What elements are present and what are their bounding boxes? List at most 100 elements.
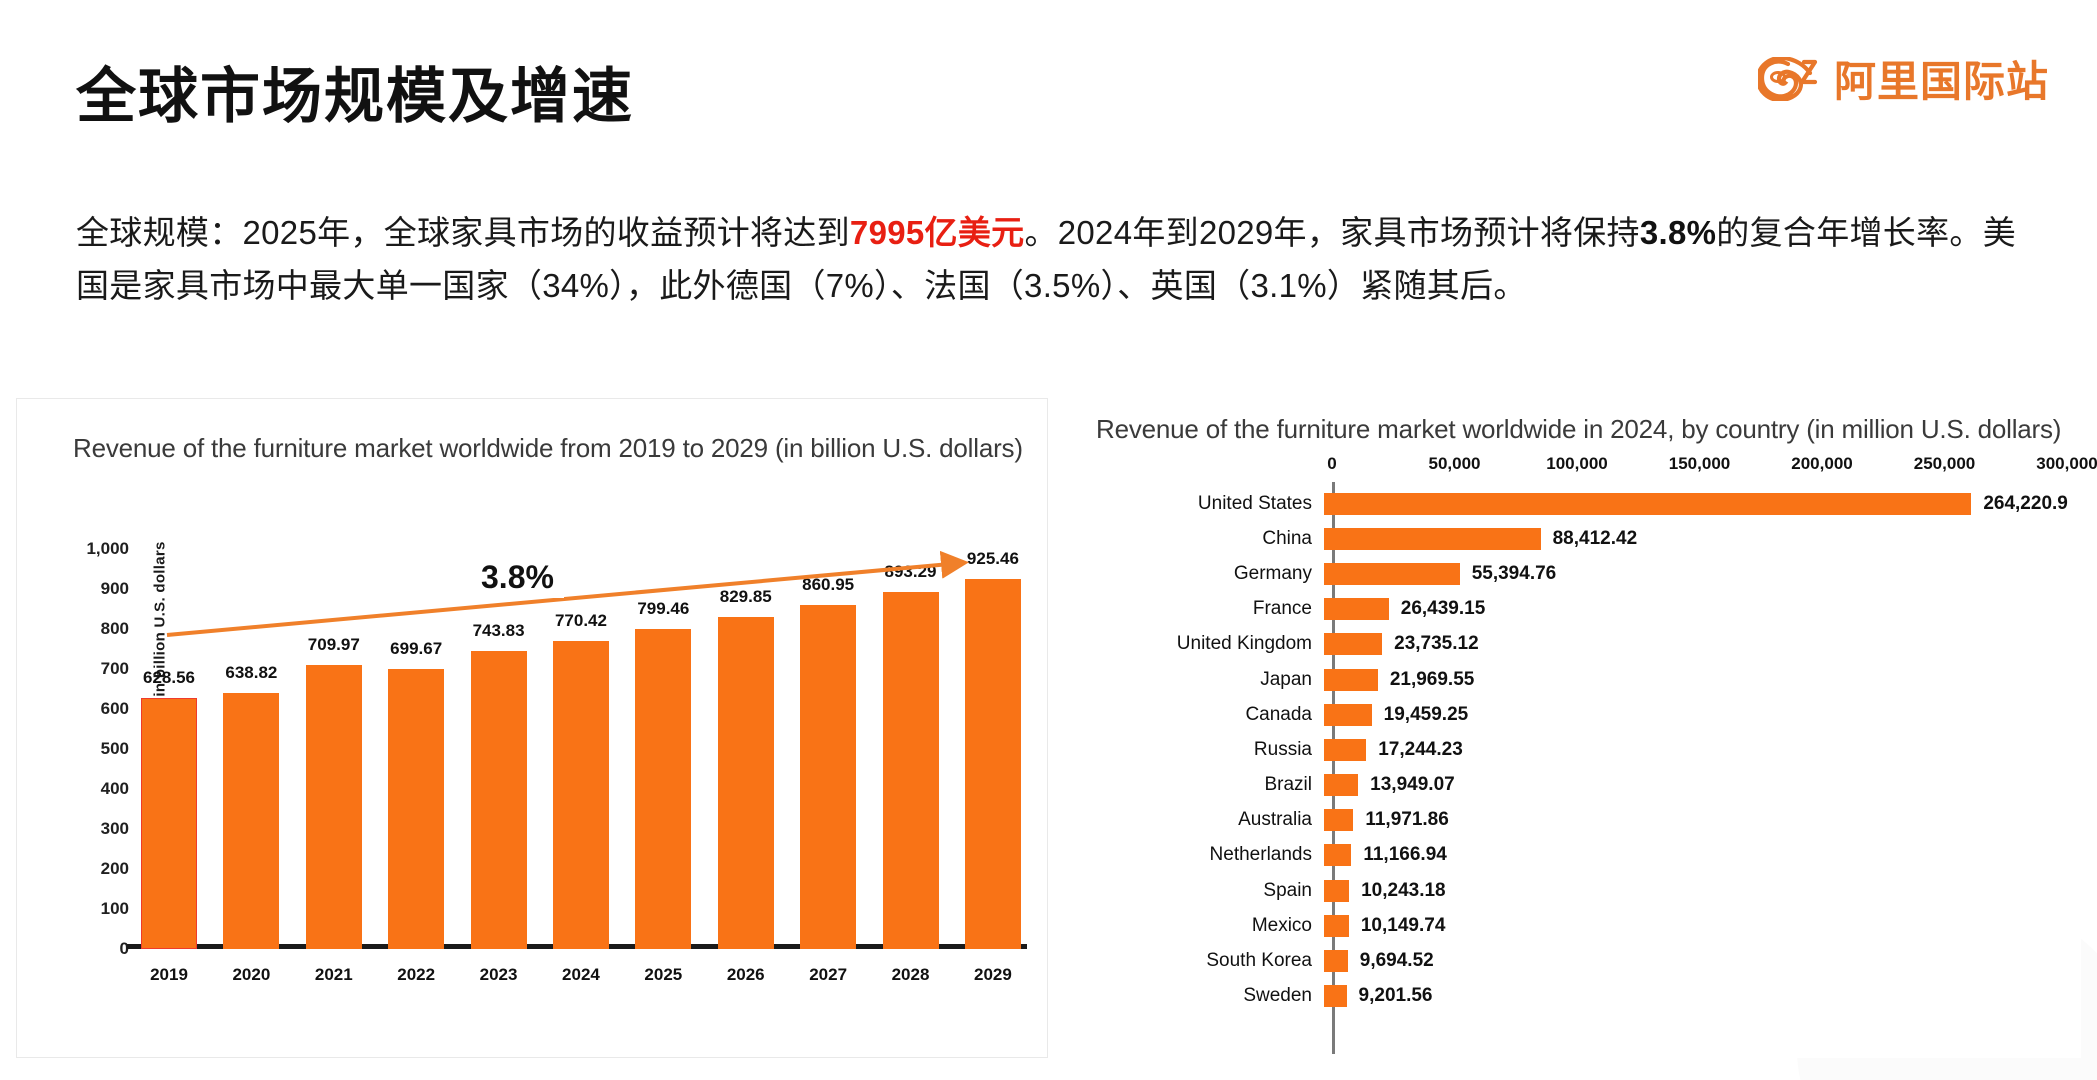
chart-right-category-label: Russia (1253, 738, 1312, 760)
chart-left-column: 699.67 2022 (388, 549, 445, 984)
chart-right-category-label: Sweden (1243, 985, 1312, 1007)
chart-left-value-label: 699.67 (390, 639, 443, 659)
chart-right-value-label: 11,971.86 (1365, 809, 1449, 831)
lead-highlight-revenue: 7995亿美元 (849, 214, 1025, 251)
chart-right-axis-line (1332, 482, 1335, 1054)
brand-logo: 阿里国际站 (1757, 48, 2049, 109)
chart-right-row: South Korea 9,694.52 (1096, 943, 2081, 978)
chart-right-value-label: 9,694.52 (1359, 950, 1434, 972)
chart-right-bar-track: 21,969.55 (1324, 662, 2081, 697)
chart-right-x-axis: 0 50,000 100,000 150,000 200,000 250,000 300,0… (1327, 454, 2097, 480)
lead-segment-2: 。2024年到2029年，家具市场预计将保持 (1024, 214, 1640, 251)
chart-left-bar (388, 669, 445, 949)
chart-left-value-label: 829.85 (719, 587, 772, 607)
chart-right-x-tick: 200,000 (1791, 454, 1853, 473)
chart-right-row: France 26,439.15 (1096, 592, 2081, 627)
chart-left-y-tick: 600 (100, 699, 129, 718)
chart-right-bar (1324, 950, 1348, 973)
chart-right-bar-track: 17,244.23 (1324, 732, 2081, 767)
chart-right-value-label: 9,201.56 (1358, 985, 1433, 1007)
chart-right-title: Revenue of the furniture market worldwid… (1096, 414, 2062, 444)
chart-left-column: 860.95 2027 (800, 549, 857, 984)
chart-left-value-label: 709.97 (307, 635, 360, 655)
chart-right-category-label: United States (1197, 492, 1312, 514)
chart-left-value-label: 799.46 (637, 599, 690, 619)
chart-right-category-label: Mexico (1251, 914, 1312, 936)
chart-left-y-tick: 300 (100, 819, 129, 838)
chart-left-column: 799.46 2025 (635, 549, 692, 984)
chart-worldwide-revenue-timeseries: Revenue of the furniture market worldwid… (16, 398, 1048, 1058)
chart-right-bar (1324, 809, 1354, 832)
chart-left-x-tick: 2028 (891, 965, 930, 984)
chart-right-category-label: Brazil (1264, 774, 1312, 796)
chart-left-y-tick: 800 (100, 619, 129, 638)
chart-left-column: 829.85 2026 (717, 549, 774, 984)
chart-right-x-tick: 100,000 (1546, 454, 1608, 473)
chart-left-bar (223, 693, 280, 949)
chart-left-bars: 628.56 2019 638.82 2020 709.97 2021 699.67 2022… (141, 549, 1021, 984)
chart-right-bar (1324, 703, 1372, 726)
chart-left-x-tick: 2019 (150, 965, 188, 984)
chart-right-bar-track: 10,243.18 (1324, 873, 2081, 908)
chart-right-value-label: 19,459.25 (1383, 703, 1469, 725)
chart-left-bar (552, 640, 609, 949)
chart-left-column: 638.82 2020 (223, 549, 280, 984)
chart-left-x-tick: 2025 (644, 965, 683, 984)
chart-right-value-label: 23,735.12 (1394, 633, 1479, 655)
chart-left-x-tick: 2026 (726, 965, 765, 984)
chart-right-category-label: Netherlands (1209, 844, 1312, 866)
brand-name: 阿里国际站 (1833, 58, 2049, 105)
chart-right-x-tick: 0 (1327, 454, 1337, 473)
chart-left-y-tick: 500 (100, 739, 129, 758)
chart-right-bar (1324, 668, 1378, 691)
chart-right-bar (1324, 738, 1367, 761)
chart-left-y-tick: 700 (100, 659, 129, 678)
chart-right-row: Brazil 13,949.07 (1096, 768, 2081, 803)
chart-left-value-label: 628.56 (143, 667, 195, 687)
chart-right-bar (1324, 633, 1383, 656)
chart-right-category-label: China (1262, 527, 1312, 549)
chart-right-category-label: Canada (1245, 703, 1312, 725)
chart-left-x-tick: 2020 (232, 965, 271, 984)
chart-right-value-label: 88,412.42 (1552, 527, 1638, 549)
chart-right-category-label: South Korea (1206, 950, 1312, 972)
chart-right-value-label: 26,439.15 (1400, 598, 1486, 620)
chart-right-row: Mexico 10,149.74 (1096, 908, 2081, 943)
chart-right-row: Russia 17,244.23 (1096, 732, 2081, 767)
chart-right-row: Spain 10,243.18 (1096, 873, 2081, 908)
chart-right-bar-track: 11,971.86 (1324, 803, 2081, 838)
chart-right-category-label: United Kingdom (1176, 633, 1312, 655)
chart-left-plot: Revenue in billion U.S. dollars 0 100 200 3… (86, 539, 1027, 984)
chart-right-bar (1324, 562, 1460, 585)
chart-right-category-label: Spain (1263, 879, 1312, 901)
chart-left-bar (964, 578, 1021, 949)
chart-left-bar (305, 665, 362, 949)
lead-segment-3: 的复合年增长率。美国是家具市场中最大单一国家（34%），此外德国（7%）、法国（… (76, 214, 2016, 305)
chart-right-value-label: 55,394.76 (1471, 562, 1557, 584)
chart-right-bar (1324, 492, 1972, 515)
chart-right-category-label: Germany (1233, 562, 1312, 584)
chart-revenue-by-country-2024: Revenue of the furniture market worldwid… (1096, 398, 2097, 1058)
chart-right-bar (1324, 914, 1349, 937)
chart-left-bar (800, 604, 857, 949)
chart-right-row: Sweden 9,201.56 (1096, 979, 2081, 1014)
chart-right-x-tick: 150,000 (1668, 454, 1731, 473)
chart-left-bar (717, 617, 774, 949)
chart-left-x-tick: 2027 (809, 965, 848, 984)
chart-left-value-label: 860.95 (802, 574, 855, 594)
chart-right-row: Japan 21,969.55 (1096, 662, 2081, 697)
chart-right-bar-track: 55,394.76 (1324, 556, 2081, 591)
chart-left-bar (141, 697, 197, 949)
chart-right-value-label: 11,166.94 (1363, 844, 1447, 866)
chart-right-bar-track: 26,439.15 (1324, 592, 2081, 627)
chart-left-title: Revenue of the furniture market worldwid… (73, 433, 1023, 463)
chart-right-bar-track: 9,694.52 (1324, 943, 2081, 978)
chart-left-column: 925.46 2029 (964, 549, 1021, 984)
chart-left-y-tick: 200 (100, 859, 129, 878)
chart-left-x-tick: 2029 (973, 965, 1012, 984)
chart-right-row: United States 264,220.9 (1096, 486, 2081, 521)
chart-right-bar-track: 264,220.9 (1324, 486, 2081, 521)
chart-left-column: 709.97 2021 (305, 549, 362, 984)
lead-highlight-cagr: 3.8% (1639, 214, 1717, 251)
